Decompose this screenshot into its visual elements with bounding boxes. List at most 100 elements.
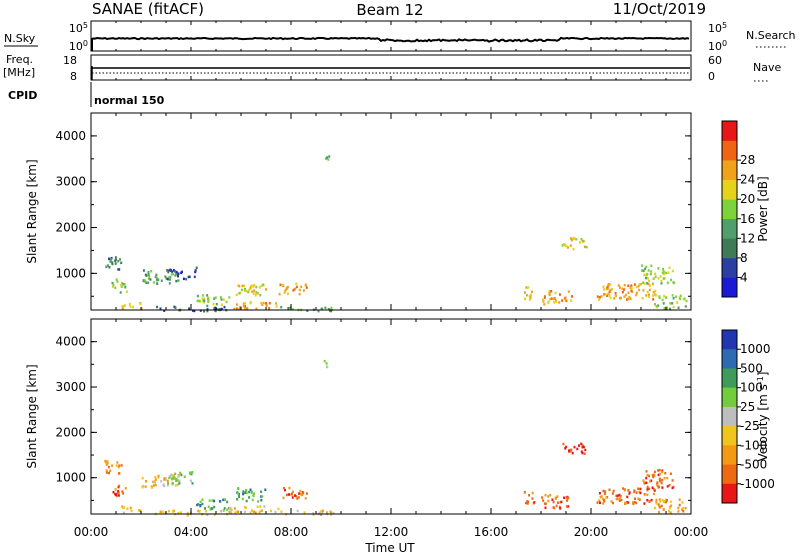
echo-cluster bbox=[233, 301, 278, 311]
echo-cell bbox=[656, 502, 659, 505]
echo-cell bbox=[112, 491, 115, 494]
echo-cell bbox=[646, 474, 649, 477]
echo-cell bbox=[662, 270, 665, 273]
echo-cell bbox=[164, 275, 167, 278]
echo-cell bbox=[541, 496, 544, 499]
colorbar-segment bbox=[722, 387, 737, 408]
echo-cell bbox=[189, 471, 191, 474]
colorbar-segment bbox=[722, 160, 737, 180]
echo-cell bbox=[544, 506, 547, 509]
echo-cell bbox=[286, 285, 289, 289]
echo-cluster bbox=[142, 269, 180, 285]
echo-cell bbox=[196, 299, 199, 303]
echo-cell bbox=[629, 297, 632, 300]
echo-cell bbox=[678, 503, 681, 507]
echo-cell bbox=[173, 476, 176, 479]
echo-cell bbox=[609, 296, 612, 300]
echo-cell bbox=[683, 297, 686, 300]
echo-cell bbox=[563, 496, 566, 499]
echo-cell bbox=[248, 496, 251, 499]
echo-cell bbox=[671, 302, 674, 305]
echo-cell bbox=[242, 302, 245, 305]
echo-cell bbox=[603, 498, 606, 502]
echo-cell bbox=[627, 501, 630, 504]
echo-cell bbox=[304, 497, 307, 500]
echo-cell bbox=[660, 279, 663, 283]
echo-cell bbox=[167, 269, 170, 272]
echo-cell bbox=[147, 277, 150, 280]
echo-cell bbox=[599, 296, 601, 299]
echo-cell bbox=[543, 296, 546, 299]
echo-cell bbox=[660, 481, 663, 485]
echo-cell bbox=[252, 292, 255, 295]
echo-cell bbox=[580, 450, 583, 453]
echo-cell bbox=[187, 275, 190, 279]
echo-cell bbox=[652, 492, 655, 496]
echo-cell bbox=[635, 491, 638, 494]
echo-cell bbox=[228, 296, 231, 299]
echo-cell bbox=[212, 303, 215, 306]
nave-tick-high: 60 bbox=[708, 54, 722, 67]
echo-cell bbox=[603, 288, 606, 291]
echo-cell bbox=[280, 510, 283, 513]
echo-cell bbox=[105, 469, 108, 472]
echo-cell bbox=[119, 284, 122, 287]
echo-cell bbox=[672, 305, 675, 309]
echo-cell bbox=[245, 499, 248, 503]
echo-cell bbox=[641, 264, 643, 267]
echo-cell bbox=[124, 286, 127, 289]
echo-cell bbox=[292, 490, 294, 493]
echo-cell bbox=[230, 508, 233, 512]
echo-cell bbox=[110, 258, 112, 261]
echo-cell bbox=[124, 487, 127, 490]
echo-cell bbox=[169, 268, 172, 271]
echo-cell bbox=[561, 244, 564, 247]
echo-cell bbox=[668, 266, 671, 269]
echo-cell bbox=[666, 281, 669, 285]
y-tick-label: 4000 bbox=[55, 129, 86, 143]
echo-cell bbox=[620, 498, 623, 502]
echo-cell bbox=[665, 296, 668, 299]
echo-cell bbox=[657, 473, 660, 477]
echo-cell bbox=[581, 451, 584, 455]
echo-cell bbox=[204, 507, 206, 510]
echo-cell bbox=[330, 306, 333, 310]
echo-cell bbox=[249, 301, 252, 304]
nsky-trace bbox=[91, 36, 690, 51]
echo-cell bbox=[661, 486, 664, 489]
echo-cell bbox=[661, 470, 664, 474]
echo-cell bbox=[168, 509, 170, 513]
echo-cell bbox=[141, 476, 144, 480]
echo-cell bbox=[139, 509, 142, 513]
echo-cell bbox=[666, 476, 669, 480]
echo-cell bbox=[263, 505, 266, 508]
echo-cell bbox=[207, 300, 210, 303]
echo-cell bbox=[624, 293, 627, 297]
echo-cell bbox=[678, 498, 681, 501]
echo-cell bbox=[648, 295, 651, 299]
echo-cell bbox=[328, 155, 331, 158]
echo-cell bbox=[643, 493, 646, 496]
colorbar-segment bbox=[722, 199, 737, 220]
echo-cell bbox=[330, 511, 333, 515]
cpid-value: normal 150 bbox=[94, 94, 165, 107]
y-tick-label: 1000 bbox=[55, 266, 86, 280]
echo-cell bbox=[627, 489, 630, 492]
echo-cell bbox=[284, 288, 287, 292]
echo-cell bbox=[179, 511, 182, 514]
echo-cell bbox=[211, 507, 214, 510]
echo-cell bbox=[150, 270, 153, 273]
echo-cell bbox=[596, 501, 599, 504]
echo-cell bbox=[645, 294, 648, 297]
echo-cell bbox=[199, 309, 202, 312]
echo-cluster bbox=[642, 468, 675, 490]
echo-cell bbox=[105, 265, 108, 269]
echo-cell bbox=[254, 294, 257, 297]
echo-cell bbox=[646, 487, 649, 490]
echo-cell bbox=[117, 490, 120, 493]
echo-cell bbox=[145, 281, 148, 284]
echo-cell bbox=[104, 459, 107, 463]
echo-cell bbox=[633, 283, 636, 286]
echo-cell bbox=[225, 300, 228, 304]
